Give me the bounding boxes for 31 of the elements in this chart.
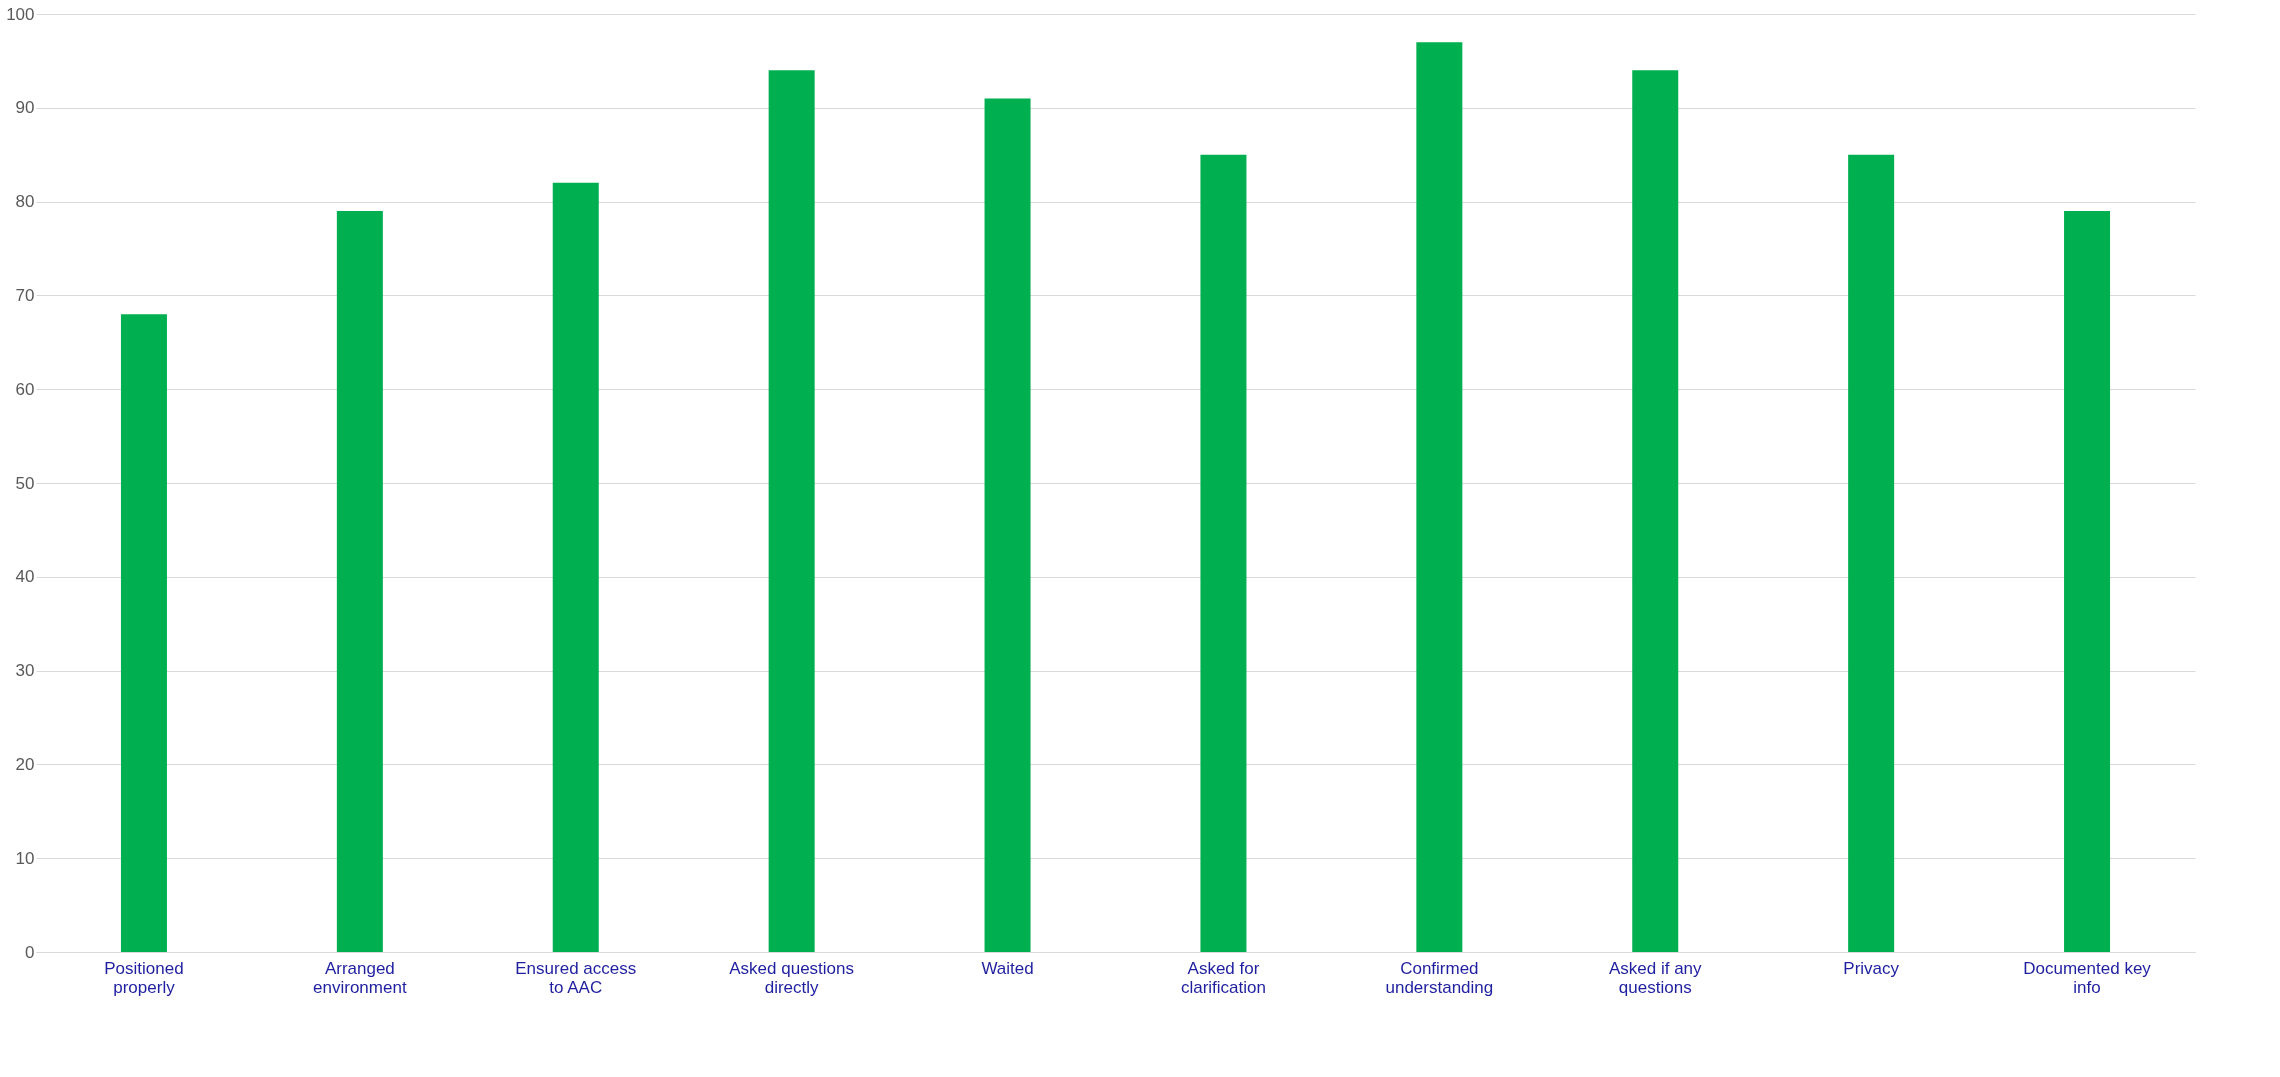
x-tick-label: Documented key info [2023, 958, 2152, 997]
y-tick-label: 20 [15, 754, 35, 774]
x-tick-label: Confirmed understanding [1385, 958, 1494, 997]
y-tick-label: 50 [15, 473, 35, 493]
y-tick-label: 60 [15, 379, 35, 399]
bar [1200, 154, 1247, 952]
x-tick-label: Arranged environment [313, 958, 407, 997]
bar [336, 210, 383, 952]
bar [1848, 154, 1895, 952]
bar [552, 182, 599, 952]
bar [1416, 42, 1463, 952]
x-tick-label: Asked questions directly [729, 958, 855, 997]
bar [1632, 70, 1679, 952]
y-tick-label: 70 [15, 285, 35, 305]
bar [984, 98, 1031, 952]
x-tick-label: Positioned properly [104, 958, 184, 997]
bar [120, 314, 167, 952]
y-tick-label: 0 [25, 942, 35, 962]
y-tick-label: 30 [15, 661, 35, 681]
y-tick-label: 80 [15, 192, 35, 212]
y-tick-label: 100 [6, 4, 35, 24]
y-tick-label: 10 [15, 848, 35, 868]
bar [2064, 210, 2111, 952]
x-tick-label: Asked if any questions [1608, 958, 1703, 997]
x-tick-label: Privacy [1843, 958, 1900, 978]
y-tick-label: 90 [15, 98, 35, 118]
x-tick-label: Ensured access to AAC [515, 958, 637, 997]
bar [768, 70, 815, 952]
x-tick-label: Asked for clarification [1180, 958, 1266, 997]
x-tick-label: Waited [981, 958, 1034, 978]
y-tick-label: 40 [15, 567, 35, 587]
